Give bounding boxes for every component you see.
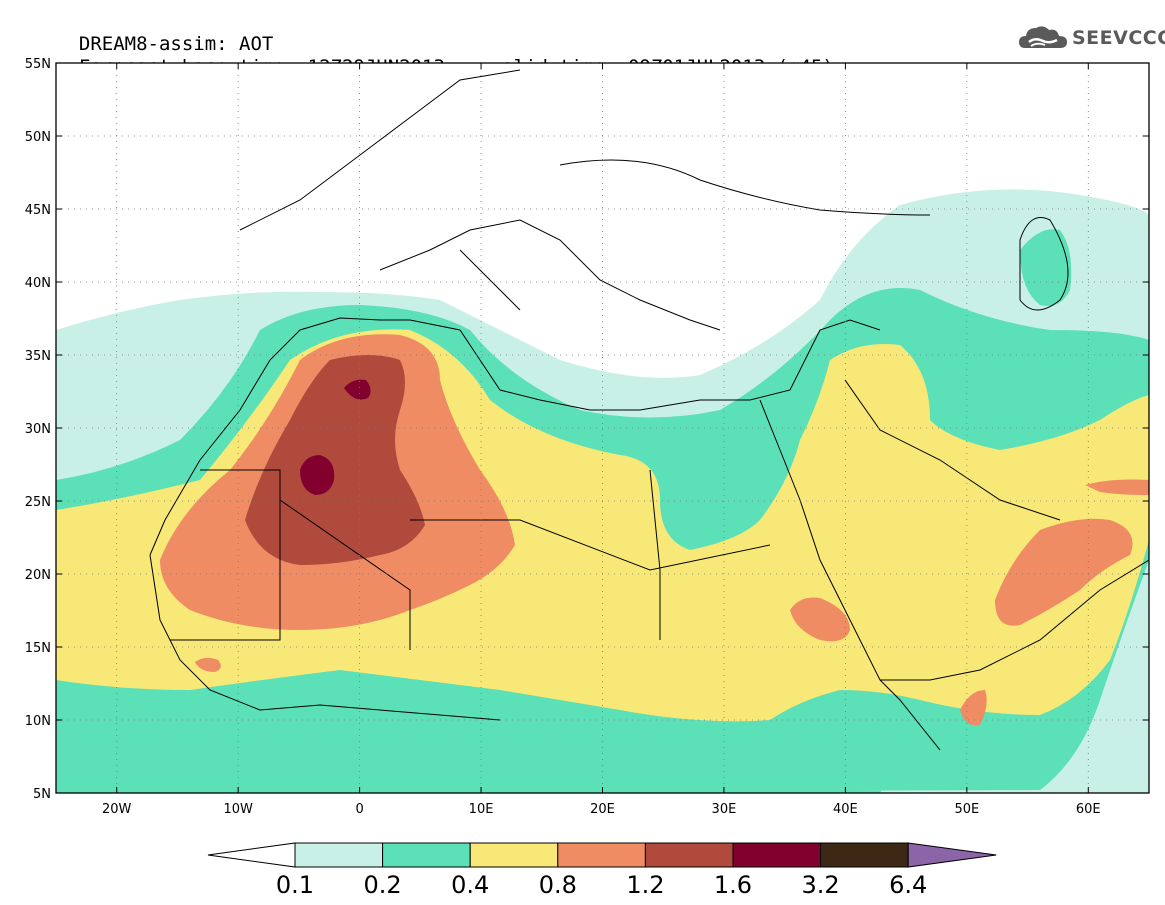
lat-tick-label: 15N [25, 641, 51, 656]
lat-tick-label: 5N [33, 787, 51, 802]
legend-threshold-label: 0.1 [276, 871, 314, 899]
lat-tick-label: 10N [25, 714, 51, 729]
lon-tick-label: 20E [590, 802, 615, 817]
legend-below-triangle [207, 842, 296, 868]
legend-above-triangle [907, 842, 997, 868]
legend-threshold-label: 3.2 [802, 871, 840, 899]
lat-tick-label: 45N [25, 203, 51, 218]
aot-contour-0-2-caspian [1020, 229, 1072, 306]
map-area [56, 63, 1149, 793]
aot-contour-0-8-somalia [960, 690, 987, 726]
logo-text: SEEVCCC [1072, 27, 1165, 49]
aot-contour-1-6-morocco [344, 379, 371, 400]
aot-contour-1-2 [245, 355, 425, 565]
aot-contour-0-8-yemen [995, 518, 1133, 626]
lon-tick-label: 30E [712, 802, 737, 817]
aot-contour-0-8-eritrea [790, 597, 850, 642]
legend-color-box [382, 842, 471, 868]
lon-tick-label: 10E [469, 802, 494, 817]
legend-color-box [732, 842, 822, 868]
legend-color-box [557, 842, 646, 868]
lon-tick-label: 40E [833, 802, 858, 817]
lon-tick-label: 0 [355, 802, 363, 817]
lon-tick-label: 10W [223, 802, 253, 817]
legend-labels: 0.1 0.2 0.4 0.8 1.2 1.6 3.2 6.4 [276, 871, 927, 899]
title-product: DREAM8-assim: AOT [78, 33, 274, 55]
legend-threshold-label: 0.8 [539, 871, 577, 899]
lat-tick-label: 40N [25, 276, 51, 291]
aot-contour-1-6-algeria [300, 455, 335, 495]
legend-threshold-label: 1.6 [714, 871, 752, 899]
legend-threshold-label: 1.2 [626, 871, 664, 899]
latitude-axis: 55N 50N 45N 40N 35N 30N 25N 20N 15N 10N 5N [25, 57, 1149, 802]
legend-color-box [820, 842, 909, 868]
coastlines [149, 69, 1149, 751]
lat-tick-label: 20N [25, 568, 51, 583]
legend-color-box [294, 842, 384, 868]
legend-threshold-label: 6.4 [889, 871, 927, 899]
cloud-logo-icon [1019, 26, 1067, 48]
lon-tick-label: 50E [954, 802, 979, 817]
legend-threshold-label: 0.2 [364, 871, 402, 899]
aot-contour-0-8-gulf [1085, 479, 1149, 495]
legend-color-box [469, 842, 559, 868]
graticule [56, 63, 1149, 793]
lat-tick-label: 25N [25, 495, 51, 510]
lat-tick-label: 55N [25, 57, 51, 72]
legend-color-bar [207, 842, 997, 868]
aot-contour-0-8-mali [195, 657, 221, 672]
seevccc-logo: SEEVCCC [1017, 20, 1165, 56]
lat-tick-label: 50N [25, 130, 51, 145]
map-title: DREAM8-assim: AOT [56, 11, 273, 55]
legend-color-box [644, 842, 734, 868]
lat-tick-label: 30N [25, 422, 51, 437]
legend-threshold-label: 0.4 [451, 871, 489, 899]
longitude-axis: 20W 10W 0 10E 20E 30E 40E 50E 60E [102, 63, 1101, 817]
lon-tick-label: 20W [102, 802, 132, 817]
lon-tick-label: 60E [1076, 802, 1101, 817]
lat-tick-label: 35N [25, 349, 51, 364]
